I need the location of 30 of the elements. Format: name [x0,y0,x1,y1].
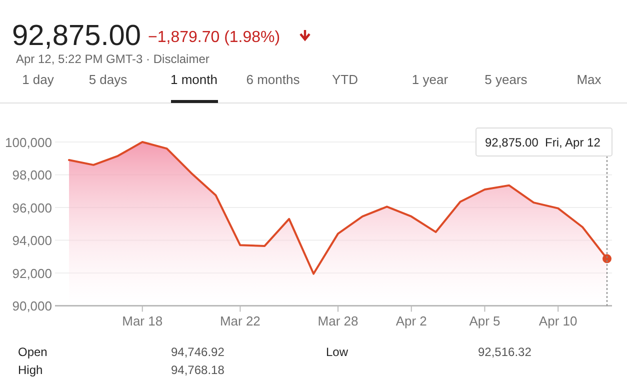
text: High [18,363,43,377]
y-tick-label: 100,000 [5,135,52,150]
text: YTD [332,72,358,87]
annotation: 92,875.00 Fri, Apr 12 [485,136,601,150]
text: 1 year [412,72,449,87]
x-tick-label: Apr 10 [538,314,578,329]
text: Low [326,345,348,359]
text: 1 month [170,72,218,87]
y-tick-label: 92,000 [12,266,52,281]
text: 94,768.18 [171,363,225,377]
y-tick-label: 94,000 [12,233,52,248]
text: 1 day [22,72,54,87]
x-tick-label: Apr 5 [469,314,500,329]
y-tick-label: 96,000 [12,200,52,216]
text: 6 months [246,72,300,87]
text: 5 days [88,72,128,87]
text: 92,516.32 [478,345,532,359]
text: 94,746.92 [171,345,225,359]
x-tick-label: Mar 18 [122,314,163,329]
x-tick-label: Apr 2 [396,314,427,329]
text: Max [576,72,602,87]
text: 5 years [484,72,528,87]
x-tick-label: Mar 28 [318,314,358,329]
chart-title: 92,875.00 [12,20,142,52]
text: Apr 12, 5:22 PM GMT-3 · Disclaimer [16,52,210,66]
chart-subtitle: −1,879.70 (1.98%) [148,29,280,46]
text: Open [18,345,48,359]
y-tick-label: 90,000 [12,298,52,314]
y-tick-label: 98,000 [12,168,52,183]
x-tick-label: Mar 22 [220,314,260,329]
